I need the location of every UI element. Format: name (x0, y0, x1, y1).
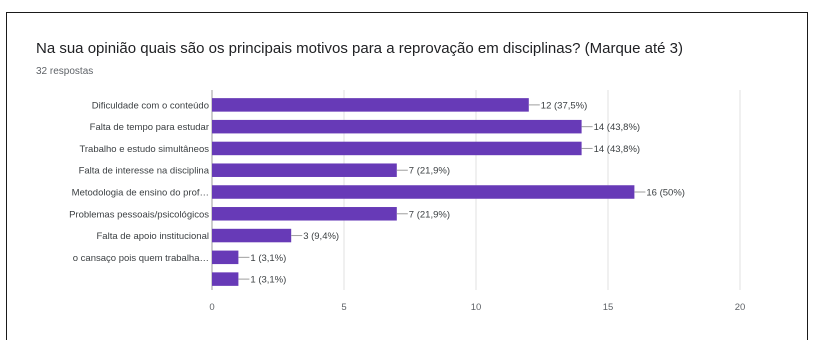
data-label: 1 (3,1%) (250, 275, 286, 286)
category-label: Problemas pessoais/psicológicos (69, 209, 209, 220)
x-tick-label: 5 (341, 302, 346, 313)
category-label: Trabalho e estudo simultâneos (79, 144, 209, 155)
bar (212, 185, 635, 199)
x-tick-label: 20 (735, 302, 746, 313)
x-tick-label: 10 (471, 302, 482, 313)
data-label: 16 (50%) (646, 188, 685, 199)
chart-title: Na sua opinião quais são os principais m… (36, 40, 684, 57)
category-label: Dificuldade com o conteúdo (92, 100, 209, 111)
data-label: 3 (9,4%) (303, 231, 339, 242)
data-label: 1 (3,1%) (250, 253, 286, 264)
data-label: 7 (21,9%) (409, 166, 450, 177)
category-label: Metodologia de ensino do prof… (72, 188, 209, 199)
bar (212, 207, 397, 221)
labels: 0 5 10 15 20 Dificuldade com o conteúdo 12 (37… (69, 100, 745, 313)
bars (212, 98, 635, 286)
category-label: o cansaço pois quem trabalha… (73, 253, 209, 264)
bar (212, 163, 397, 177)
x-tick-label: 0 (209, 302, 214, 313)
category-label: Falta de tempo para estudar (90, 122, 209, 133)
bar (212, 272, 239, 286)
bar (212, 228, 292, 243)
chart-card (6, 12, 808, 340)
bar (212, 119, 582, 134)
bar (212, 141, 582, 156)
response-count: 32 respostas (36, 66, 94, 77)
data-label: 12 (37,5%) (541, 100, 587, 111)
category-label: Falta de interesse na disciplina (79, 166, 210, 177)
bar (212, 98, 529, 112)
category-label: Falta de apoio institucional (97, 231, 210, 242)
data-label: 14 (43,8%) (594, 144, 640, 155)
bar (212, 250, 239, 265)
data-label: 14 (43,8%) (594, 122, 640, 133)
x-tick-label: 15 (603, 302, 614, 313)
data-label: 7 (21,9%) (409, 209, 450, 220)
